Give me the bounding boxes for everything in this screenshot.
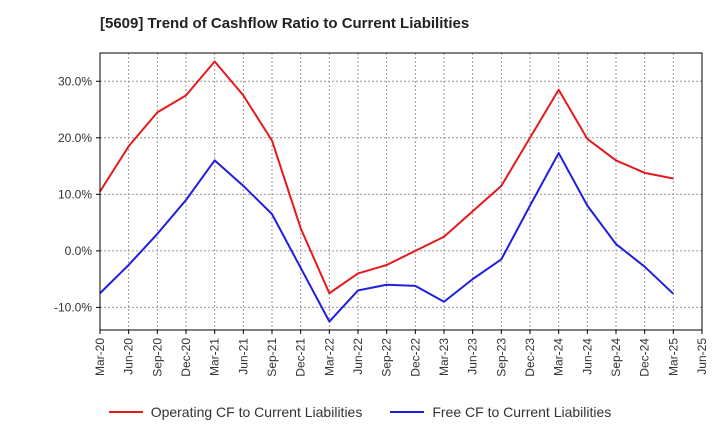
x-tick-label: Jun-25 — [695, 338, 709, 375]
series-line-free-cf — [99, 152, 675, 323]
x-axis: Mar-20 Jun-20 Sep-20 Dec-20 Mar-21 Jun-21 Sep-… — [93, 330, 709, 377]
x-tick-label: Mar-21 — [208, 338, 222, 376]
legend-label-operating-cf: Operating CF to Current Liabilities — [150, 404, 363, 420]
x-tick-label: Mar-20 — [93, 338, 107, 376]
plot-frame — [99, 52, 703, 331]
x-tick-label: Mar-24 — [552, 338, 566, 376]
chart-title: [5609] Trend of Cashflow Ratio to Curren… — [100, 15, 470, 32]
x-tick-label: Jun-21 — [236, 338, 250, 375]
series-line-operating-cf — [99, 60, 674, 295]
x-tick-label: Jun-22 — [351, 338, 365, 375]
x-tick-label: Dec-23 — [523, 338, 537, 377]
x-tick-label: Sep-24 — [609, 338, 623, 377]
x-tick-label: Mar-25 — [666, 338, 680, 376]
x-tick-label: Sep-21 — [265, 338, 279, 377]
y-tick-label: 10.0% — [58, 187, 92, 201]
x-tick-label: Mar-22 — [322, 338, 336, 376]
y-tick-label: 30.0% — [58, 74, 92, 88]
x-tick-label: Jun-24 — [580, 338, 594, 375]
legend: Operating CF to Current Liabilities Free… — [0, 404, 720, 420]
y-tick-label: 0.0% — [65, 244, 93, 258]
y-axis: -10.0% 0.0% 10.0% 20.0% 30.0% — [54, 74, 100, 314]
legend-swatch-operating-cf — [108, 411, 143, 413]
y-tick-label: -10.0% — [54, 300, 92, 314]
y-tick-label: 20.0% — [58, 131, 92, 145]
x-tick-label: Sep-22 — [380, 338, 394, 377]
legend-item-operating-cf: Operating CF to Current Liabilities — [108, 404, 363, 420]
series-layer — [99, 60, 675, 323]
x-tick-label: Jun-23 — [466, 338, 480, 375]
grid-layer — [100, 53, 702, 330]
x-tick-label: Sep-20 — [150, 338, 164, 377]
x-tick-label: Dec-24 — [638, 338, 652, 377]
x-tick-label: Mar-23 — [437, 338, 451, 376]
x-tick-label: Sep-23 — [494, 338, 508, 377]
legend-label-free-cf: Free CF to Current Liabilities — [432, 404, 612, 420]
legend-swatch-free-cf — [390, 411, 425, 413]
x-tick-label: Dec-22 — [408, 338, 422, 377]
x-tick-label: Dec-20 — [179, 338, 193, 377]
x-tick-label: Dec-21 — [294, 338, 308, 377]
x-tick-label: Jun-20 — [122, 338, 136, 375]
legend-item-free-cf: Free CF to Current Liabilities — [390, 404, 611, 420]
